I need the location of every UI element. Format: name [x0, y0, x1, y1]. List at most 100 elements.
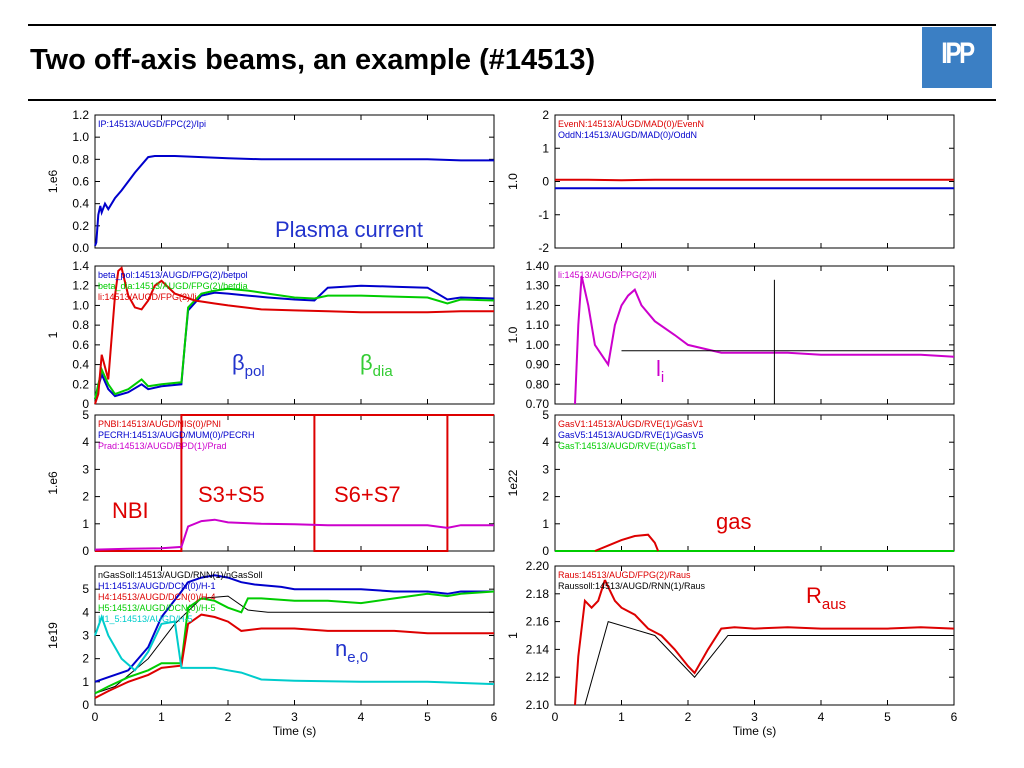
y-tick-label: 0: [82, 397, 89, 411]
y-tick-label: 5: [82, 408, 89, 422]
y-axis-label: 1: [506, 632, 520, 639]
x-tick-label: 3: [751, 710, 758, 724]
annotation: S6+S7: [334, 482, 401, 507]
x-tick-label: 1: [158, 710, 165, 724]
y-tick-label: 2.20: [526, 559, 550, 573]
x-tick-label: 2: [685, 710, 692, 724]
annotation: gas: [716, 509, 751, 534]
y-tick-label: 1.0: [72, 130, 89, 144]
y-tick-label: 2: [82, 652, 89, 666]
y-tick-label: 2.16: [526, 615, 550, 629]
y-tick-label: 4: [542, 435, 549, 449]
series-line: [94, 590, 495, 695]
y-tick-label: 0.2: [72, 377, 89, 391]
x-tick-label: 2: [225, 710, 232, 724]
legend-entry: beta_pol:14513/AUGD/FPG(2)/betpol: [98, 270, 248, 280]
y-tick-label: 4: [82, 605, 89, 619]
y-tick-label: 1.30: [526, 279, 550, 293]
y-tick-label: 0.4: [72, 358, 89, 372]
x-axis-label: Time (s): [273, 724, 317, 738]
y-tick-label: 0.2: [72, 219, 89, 233]
y-tick-label: 1.10: [526, 318, 550, 332]
x-tick-label: 4: [818, 710, 825, 724]
series-line: [94, 518, 494, 551]
y-tick-label: 1: [542, 517, 549, 531]
legend-entry: GasV5:14513/AUGD/RVE(1)/GasV5: [558, 430, 703, 440]
y-tick-label: 3: [82, 629, 89, 643]
legend-entry: H4:14513/AUGD/DCN(0)/H-4: [98, 592, 216, 602]
y-axis-label: 1e19: [46, 622, 60, 649]
annotation: li: [656, 356, 664, 386]
title-rule-bottom: [28, 99, 996, 101]
legend-entry: GasT:14513/AUGD/RVE(1)/GasT1: [558, 441, 696, 451]
panel-gas: 0123451e22GasV1:14513/AUGD/RVE(1)/GasV1G…: [506, 408, 955, 558]
legend-entry: beta_dia:14513/AUGD/FPG(2)/betdia: [98, 281, 248, 291]
y-tick-label: 0.8: [72, 152, 89, 166]
y-tick-label: 0.90: [526, 358, 550, 372]
y-tick-label: 0.0: [72, 241, 89, 255]
series-line: [95, 414, 494, 552]
series-line: [584, 620, 954, 706]
y-tick-label: 0.70: [526, 397, 550, 411]
series-line: [574, 275, 955, 405]
y-tick-label: 0.8: [72, 318, 89, 332]
x-tick-label: 6: [951, 710, 958, 724]
y-axis-label: 1.0: [506, 326, 520, 343]
legend-entry: GasV1:14513/AUGD/RVE(1)/GasV1: [558, 419, 703, 429]
y-tick-label: 5: [542, 408, 549, 422]
annotation: S3+S5: [198, 482, 265, 507]
x-tick-label: 0: [552, 710, 559, 724]
y-tick-label: 0.6: [72, 338, 89, 352]
y-tick-label: 4: [82, 435, 89, 449]
y-tick-label: 1: [542, 141, 549, 155]
plot-frame: [554, 265, 955, 405]
y-tick-label: 2.14: [526, 642, 550, 656]
y-tick-label: 0.6: [72, 175, 89, 189]
y-tick-label: 1: [82, 517, 89, 531]
y-tick-label: 0: [542, 175, 549, 189]
legend-entry: EvenN:14513/AUGD/MAD(0)/EvenN: [558, 119, 704, 129]
legend-entry: li:14513/AUGD/FPG(2)/li: [558, 270, 657, 280]
y-tick-label: 2.18: [526, 587, 550, 601]
series-line: [94, 284, 495, 400]
y-axis-label: 1: [46, 331, 60, 338]
legend-entry: PECRH:14513/AUGD/MUM(0)/PECRH: [98, 430, 255, 440]
panel-raus: 2.10 2.12 2.14 2.16 2.18 2.20 1 0 1 2 3 4 5 6 Time (s)…: [506, 559, 958, 738]
x-tick-label: 3: [291, 710, 298, 724]
y-axis-label: 1.e6: [46, 169, 60, 193]
series-line: [603, 579, 955, 675]
slide-title: Two off-axis beams, an example (#14513): [30, 44, 596, 76]
y-tick-label: 1.40: [526, 259, 550, 273]
annotation: Plasma current: [275, 217, 423, 242]
panel-beta: 0 0.2 0.4 0.6 0.8 1.0 1.2 1.4 1 beta_pol:14513/AU…: [46, 259, 495, 411]
legend-entry: Prad:14513/AUGD/BPD(1)/Prad: [98, 441, 227, 451]
annotation: βdia: [360, 350, 393, 380]
y-tick-label: 1.2: [72, 108, 89, 122]
x-tick-label: 6: [491, 710, 498, 724]
y-tick-label: 2.12: [526, 670, 550, 684]
series-line: [94, 155, 494, 247]
y-tick-label: 0: [82, 544, 89, 558]
y-tick-label: 1.2: [72, 279, 89, 293]
y-tick-label: 2: [542, 490, 549, 504]
y-tick-label: 0.4: [72, 197, 89, 211]
annotation: NBI: [112, 498, 149, 523]
series-line: [94, 574, 494, 683]
legend-entry: nGasSoll:14513/AUGD/RNN(1)/nGasSoll: [98, 570, 263, 580]
y-tick-label: 3: [542, 462, 549, 476]
logo-text: IPP: [941, 37, 975, 70]
y-axis-label: 1.e6: [46, 471, 60, 495]
x-tick-label: 4: [358, 710, 365, 724]
series-line: [94, 266, 494, 405]
y-tick-label: 1.20: [526, 298, 550, 312]
y-axis-label: 1.0: [506, 173, 520, 190]
y-tick-label: 2: [82, 490, 89, 504]
series-line: [594, 533, 660, 552]
y-tick-label: 0.80: [526, 377, 550, 391]
panel-density: 0 1 2 3 4 5 1e19 0 1 2 3 4 5 6 Time (s) nGasSoll:14513/…: [46, 565, 498, 738]
x-tick-label: 0: [92, 710, 99, 724]
y-axis-label: 1e22: [506, 469, 520, 496]
annotation: βpol: [232, 350, 265, 380]
y-tick-label: 0: [542, 544, 549, 558]
